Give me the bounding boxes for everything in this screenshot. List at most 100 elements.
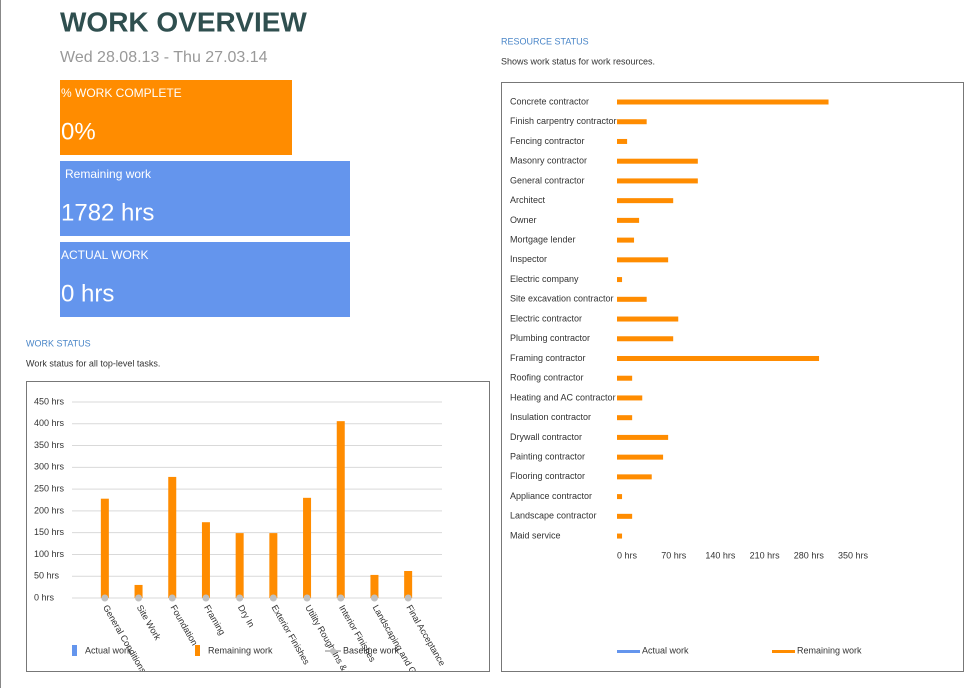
bar (617, 434, 669, 440)
bar (370, 574, 379, 598)
kpi-label: % WORK COMPLETE (61, 86, 182, 100)
kpi-value: 1782 hrs (61, 199, 154, 226)
bar (617, 336, 674, 342)
baseline-point (202, 594, 210, 602)
chart-title: WORK STATUS (26, 338, 91, 348)
bar (336, 421, 345, 598)
bar (617, 138, 628, 144)
y-tick-label: 50 hrs (34, 571, 60, 581)
bar (134, 584, 143, 598)
bar (617, 277, 623, 283)
y-tick-label: 300 hrs (34, 462, 65, 472)
y-tick-label: Fencing contractor (510, 136, 585, 146)
y-tick-label: Appliance contractor (510, 491, 592, 501)
y-tick-label: 450 hrs (34, 396, 65, 406)
x-tick-label: Foundation (168, 603, 199, 647)
y-tick-label: Maid service (510, 530, 561, 540)
bar (617, 217, 640, 223)
y-tick-label: General contractor (510, 175, 585, 185)
baseline-point (101, 594, 109, 602)
legend-label: Actual work (85, 645, 132, 655)
bar (617, 99, 829, 105)
x-tick-label: Dry In (236, 603, 257, 629)
legend-swatch (195, 645, 200, 656)
baseline-point (337, 594, 345, 602)
bar (303, 497, 312, 598)
legend-label: Actual work (642, 645, 689, 655)
bar (617, 494, 623, 500)
baseline-point (303, 594, 311, 602)
baseline-point (135, 594, 143, 602)
kpi-label: Remaining work (65, 167, 152, 181)
bar (617, 237, 635, 243)
legend-swatch (772, 650, 795, 653)
kpi-value: 0% (61, 118, 96, 145)
x-tick-label: 140 hrs (705, 550, 736, 560)
x-tick-label: Site Work (135, 603, 163, 642)
y-tick-label: Plumbing contractor (510, 333, 590, 343)
kpi-card (60, 80, 292, 155)
bar (100, 498, 109, 598)
legend-swatch (72, 645, 77, 656)
y-tick-label: Painting contractor (510, 452, 585, 462)
bar (617, 178, 698, 184)
y-tick-label: Flooring contractor (510, 471, 585, 481)
legend-swatch (617, 650, 640, 653)
x-tick-label: 70 hrs (661, 550, 687, 560)
page-title: WORK OVERVIEW (60, 6, 307, 37)
bar (617, 454, 664, 460)
y-tick-label: Site excavation contractor (510, 294, 614, 304)
y-tick-label: Finish carpentry contractor (510, 116, 617, 126)
y-tick-label: Landscape contractor (510, 511, 597, 521)
y-tick-label: Inspector (510, 254, 547, 264)
y-tick-label: 100 hrs (34, 549, 65, 559)
y-tick-label: 150 hrs (34, 527, 65, 537)
bar (168, 476, 177, 598)
y-tick-label: 400 hrs (34, 418, 65, 428)
kpi-card (60, 161, 350, 236)
kpi-card (60, 242, 350, 317)
bar (617, 474, 652, 480)
bar (617, 158, 698, 164)
kpi-value: 0 hrs (61, 280, 114, 307)
baseline-point (269, 594, 277, 602)
x-tick-label: Framing (202, 603, 227, 637)
y-tick-label: Drywall contractor (510, 432, 582, 442)
x-tick-label: 350 hrs (838, 550, 869, 560)
bar (617, 296, 647, 302)
y-tick-label: Mortgage lender (510, 234, 576, 244)
legend-label: Baseline work (343, 645, 400, 655)
y-tick-label: 250 hrs (34, 483, 65, 493)
bar (617, 533, 623, 539)
chart-subtitle: Work status for all top-level tasks. (26, 358, 160, 368)
baseline-point (236, 594, 244, 602)
date-range: Wed 28.08.13 - Thu 27.03.14 (60, 49, 268, 66)
bar (235, 533, 244, 598)
x-tick-label: 210 hrs (750, 550, 781, 560)
y-tick-label: Roofing contractor (510, 373, 584, 383)
bar (269, 533, 278, 598)
bar (617, 257, 669, 263)
y-tick-label: Electric contractor (510, 313, 582, 323)
baseline-point (370, 594, 378, 602)
bar (617, 375, 633, 381)
legend-marker (330, 648, 336, 654)
y-tick-label: Masonry contractor (510, 156, 587, 166)
y-tick-label: Framing contractor (510, 353, 586, 363)
chart-title: RESOURCE STATUS (501, 36, 589, 46)
y-tick-label: 350 hrs (34, 440, 65, 450)
baseline-point (404, 594, 412, 602)
bar (617, 119, 647, 125)
work-chart-frame (26, 381, 490, 672)
y-tick-label: Architect (510, 195, 546, 205)
y-tick-label: 200 hrs (34, 505, 65, 515)
y-tick-label: Owner (510, 215, 537, 225)
bar (617, 316, 679, 322)
bar (201, 522, 210, 598)
x-tick-label: 0 hrs (617, 550, 638, 560)
legend-label: Remaining work (797, 645, 862, 655)
bar (617, 198, 674, 204)
chart-subtitle: Shows work status for work resources. (501, 56, 655, 66)
kpi-label: ACTUAL WORK (61, 248, 149, 262)
